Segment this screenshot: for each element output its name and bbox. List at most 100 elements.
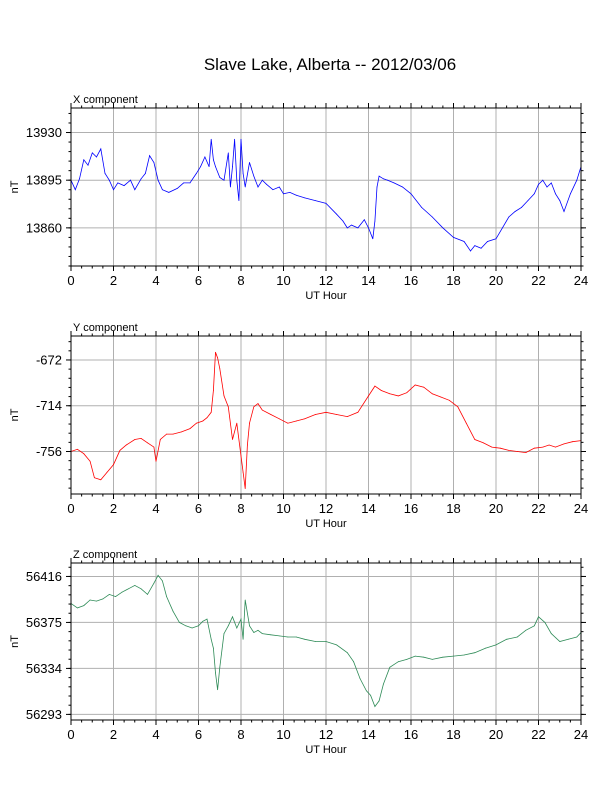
data-point bbox=[402, 186, 403, 188]
y-tick-label: -714 bbox=[36, 398, 62, 413]
data-point bbox=[550, 182, 552, 184]
data-point bbox=[162, 580, 163, 582]
data-point bbox=[217, 357, 219, 359]
data-point bbox=[223, 395, 225, 397]
data-point bbox=[516, 636, 518, 638]
data-point bbox=[506, 638, 507, 640]
x-tick-label: 14 bbox=[361, 501, 375, 516]
x-tick-label: 12 bbox=[319, 501, 333, 516]
data-point bbox=[223, 633, 225, 634]
data-point bbox=[232, 616, 233, 618]
data-point bbox=[200, 166, 202, 168]
data-point bbox=[157, 179, 159, 181]
data-point bbox=[423, 656, 425, 658]
x-tick-label: 4 bbox=[152, 727, 159, 742]
data-point bbox=[232, 439, 233, 440]
data-point bbox=[533, 193, 535, 195]
x-tick-label: 24 bbox=[574, 273, 588, 288]
data-point bbox=[115, 596, 116, 597]
data-point bbox=[261, 179, 263, 181]
data-point bbox=[249, 625, 250, 627]
data-point bbox=[465, 422, 467, 424]
x-tick-label: 16 bbox=[404, 501, 418, 516]
data-point bbox=[140, 438, 142, 439]
data-point bbox=[147, 594, 148, 595]
data-point bbox=[567, 638, 569, 640]
data-point bbox=[247, 444, 248, 446]
y-tick-label: 13930 bbox=[26, 125, 62, 140]
data-point bbox=[166, 596, 168, 597]
data-point bbox=[230, 186, 231, 188]
x-tick-label: 8 bbox=[237, 273, 244, 288]
x-tick-label: 16 bbox=[404, 273, 418, 288]
data-point bbox=[325, 202, 327, 204]
x-tick-label: 0 bbox=[67, 273, 74, 288]
data-point bbox=[236, 179, 238, 181]
data-point bbox=[397, 395, 399, 397]
y-axis-label: nT bbox=[9, 408, 21, 421]
data-point bbox=[96, 156, 97, 158]
data-point bbox=[145, 173, 146, 174]
data-point bbox=[130, 179, 131, 181]
data-point bbox=[304, 638, 306, 640]
data-point bbox=[240, 455, 242, 457]
data-point bbox=[227, 625, 229, 627]
data-point bbox=[538, 183, 539, 185]
x-tick-label: 20 bbox=[489, 501, 503, 516]
y-tick-label: 56375 bbox=[26, 615, 62, 630]
data-point bbox=[236, 422, 238, 424]
panel-title: Z component bbox=[73, 549, 137, 561]
data-point bbox=[179, 622, 180, 623]
data-point bbox=[272, 189, 274, 191]
data-point bbox=[176, 188, 178, 189]
data-point bbox=[283, 193, 284, 195]
data-point bbox=[431, 393, 433, 395]
data-point bbox=[244, 186, 246, 188]
series-line bbox=[70, 139, 582, 252]
data-point bbox=[134, 189, 136, 191]
x-tick-label: 12 bbox=[319, 727, 333, 742]
data-point bbox=[406, 392, 408, 394]
data-point bbox=[304, 418, 306, 420]
data-point bbox=[514, 211, 516, 212]
data-point bbox=[414, 384, 416, 386]
data-point bbox=[555, 193, 556, 195]
data-point bbox=[159, 439, 161, 440]
x-tick-label: 20 bbox=[489, 727, 503, 742]
data-point bbox=[563, 211, 565, 212]
data-point bbox=[83, 605, 85, 606]
data-point bbox=[240, 138, 242, 140]
data-point bbox=[210, 411, 212, 413]
data-point bbox=[185, 625, 187, 627]
x-tick-label: 18 bbox=[446, 727, 460, 742]
data-point bbox=[127, 588, 129, 590]
data-point bbox=[389, 666, 391, 668]
x-tick-label: 10 bbox=[276, 501, 290, 516]
data-point bbox=[234, 138, 236, 140]
data-point bbox=[266, 183, 267, 185]
data-point bbox=[153, 446, 155, 448]
data-point bbox=[106, 471, 108, 473]
data-point bbox=[140, 178, 142, 180]
data-point bbox=[196, 173, 197, 174]
data-point bbox=[389, 393, 391, 395]
data-point bbox=[336, 414, 337, 415]
data-point bbox=[359, 678, 361, 679]
data-point bbox=[563, 443, 565, 445]
data-point bbox=[351, 224, 352, 226]
data-point bbox=[77, 448, 78, 450]
data-point bbox=[153, 582, 155, 584]
data-point bbox=[527, 200, 529, 202]
x-tick-label: 22 bbox=[531, 273, 545, 288]
data-point bbox=[94, 477, 95, 479]
data-point bbox=[208, 166, 210, 168]
data-point bbox=[474, 652, 476, 654]
data-point bbox=[295, 194, 297, 196]
data-point bbox=[242, 471, 244, 473]
data-point bbox=[166, 433, 168, 435]
data-point bbox=[480, 247, 482, 249]
data-point bbox=[474, 439, 476, 440]
data-point bbox=[559, 641, 561, 642]
data-point bbox=[206, 618, 208, 620]
